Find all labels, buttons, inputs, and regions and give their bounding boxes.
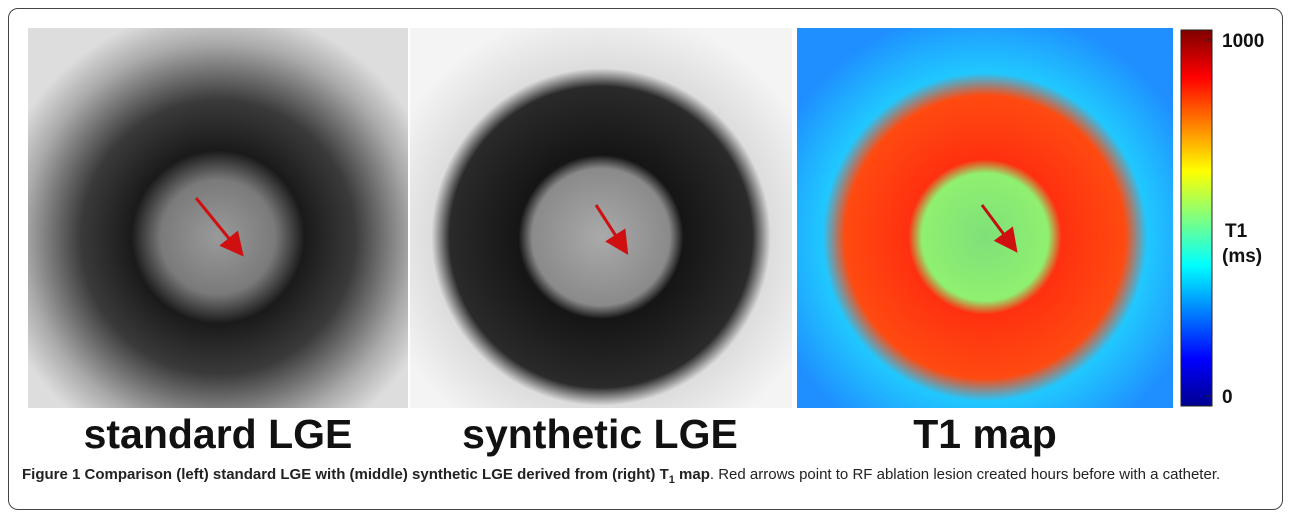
panel-label: synthetic LGE (462, 411, 738, 457)
panel-label: standard LGE (84, 411, 353, 457)
colorbar (1181, 30, 1212, 406)
tick-label: 1000 (1222, 31, 1264, 52)
figure: standard LGE synthetic LGE T1 map T1 (ms… (0, 0, 1293, 460)
tick-label: 0 (1222, 387, 1233, 408)
lge-image (28, 28, 408, 408)
caption-bold: Comparison (left) standard LGE with (mid… (85, 466, 669, 483)
caption: Figure 1 Comparison (left) standard LGE … (22, 464, 1272, 491)
caption-text: . Red arrows point to RF ablation lesion… (710, 466, 1220, 483)
page: standard LGE synthetic LGE T1 map T1 (ms… (0, 0, 1293, 520)
panel-label: T1 map (913, 411, 1057, 457)
caption-figure: Figure 1 (22, 466, 80, 483)
colorbar-label: (ms) (1222, 246, 1262, 267)
t1-image (797, 28, 1173, 408)
synthetic-image (410, 28, 792, 408)
colorbar-label: T1 (1225, 221, 1248, 242)
caption-bold: map (675, 466, 710, 483)
